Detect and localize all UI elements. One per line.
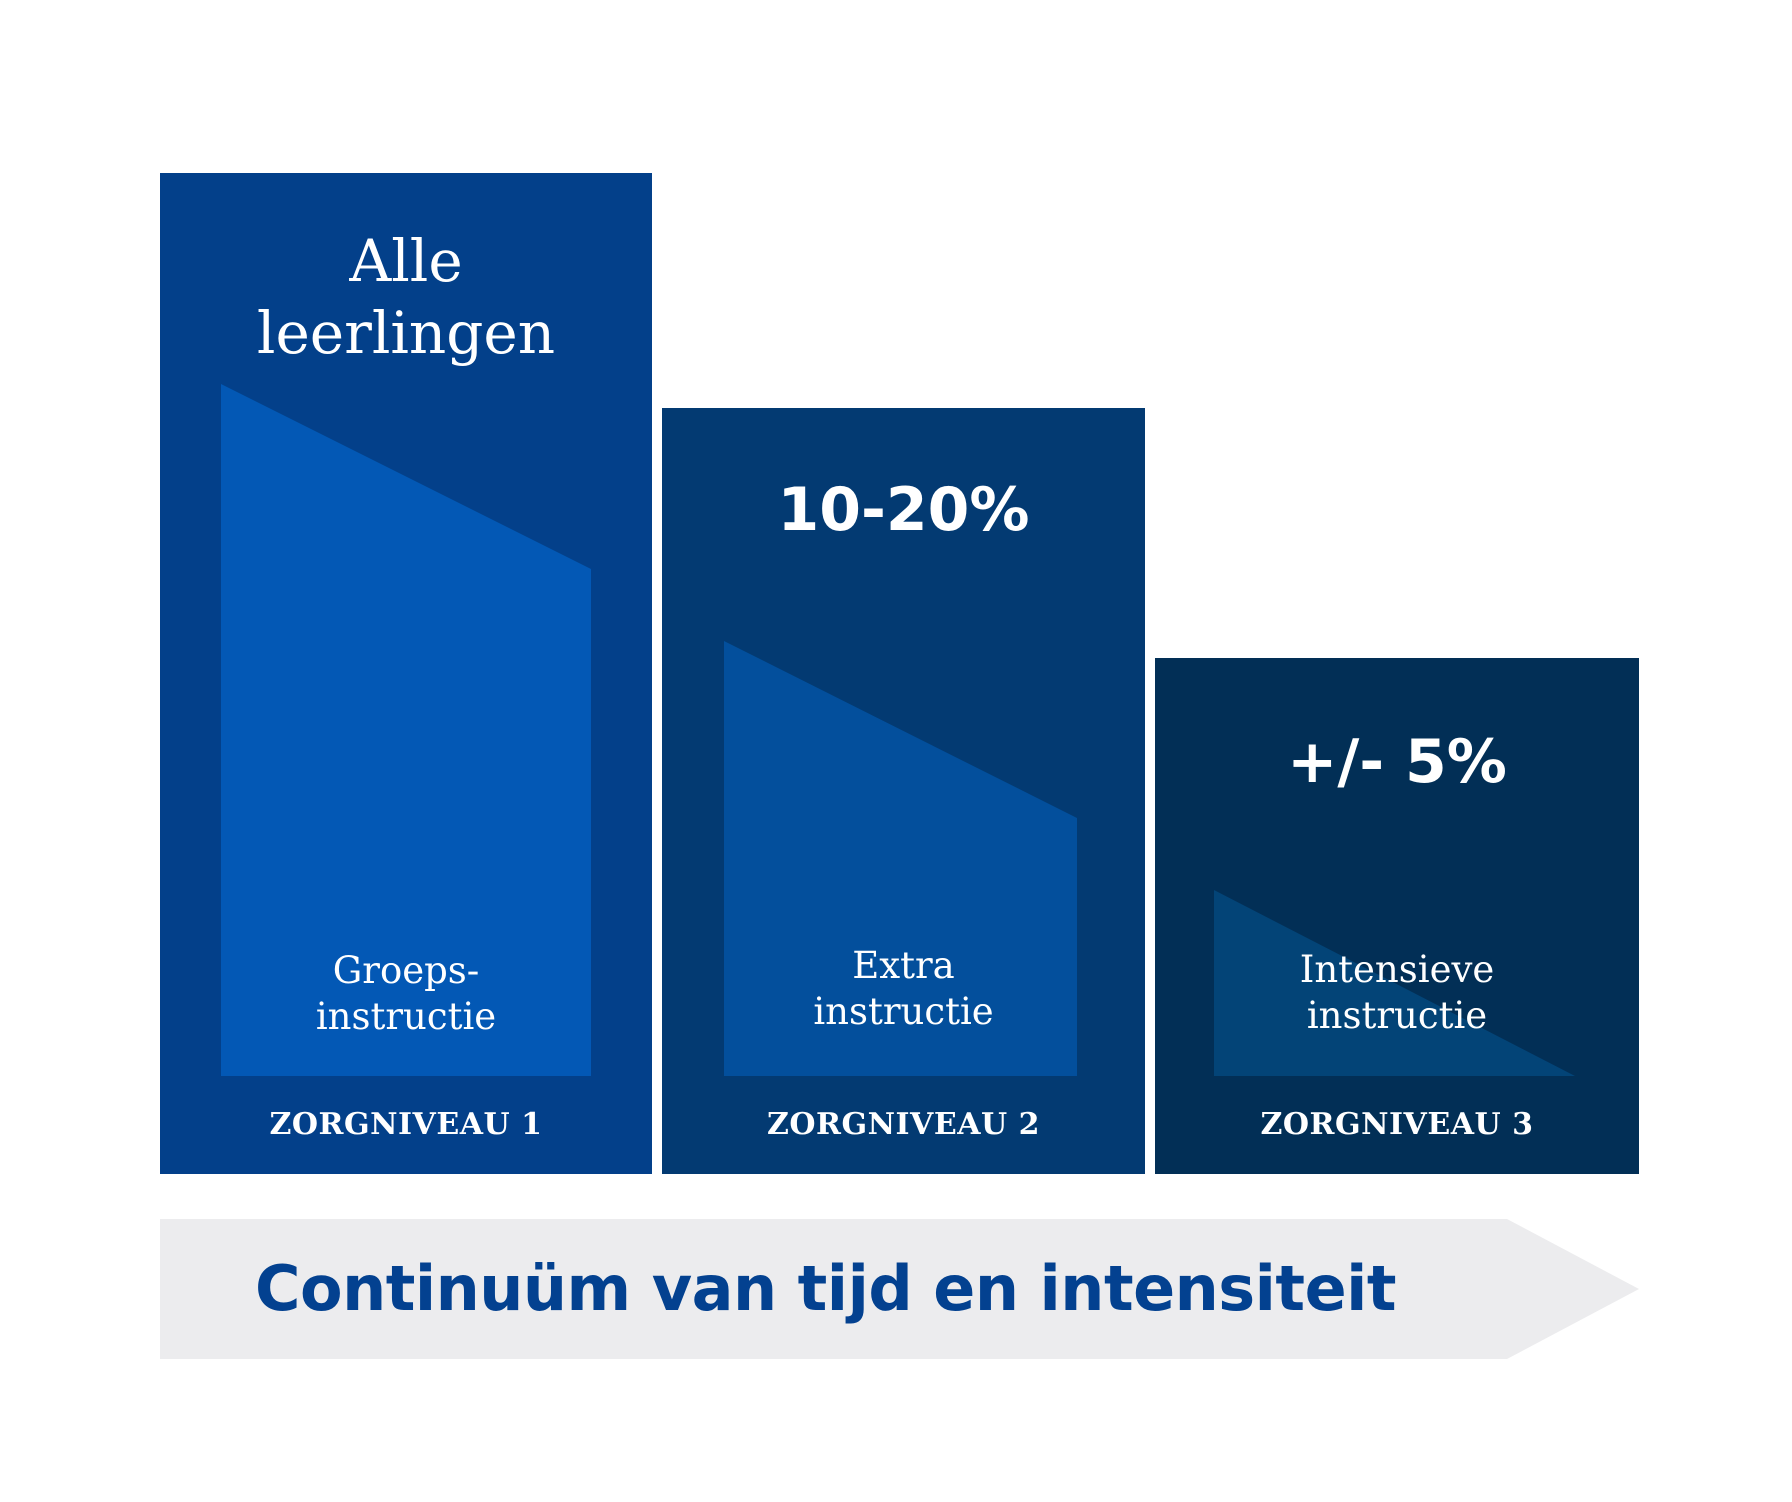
level-3-label: ZORGNIVEAU 3 bbox=[1260, 1107, 1534, 1142]
level-3-wedge-shape bbox=[1214, 890, 1575, 1076]
zorgniveau-1-block: Alle leerlingen Groeps- instructie ZORGN… bbox=[160, 173, 652, 1174]
zorgniveau-2-block: 10-20% Extra instructie ZORGNIVEAU 2 bbox=[662, 408, 1145, 1174]
level-3-instruction-line1: Intensieve bbox=[1299, 948, 1495, 991]
zorgniveau-3-block: +/- 5% Intensieve instructie ZORGNIVEAU … bbox=[1155, 658, 1639, 1174]
level-2-headline: 10-20% bbox=[777, 475, 1030, 545]
level-2-instruction: Extra instructie bbox=[662, 943, 1145, 1035]
level-1-headline: Alle leerlingen bbox=[160, 225, 652, 369]
continuum-label: Continuüm van tijd en intensiteit bbox=[254, 1252, 1397, 1325]
level-2-label: ZORGNIVEAU 2 bbox=[767, 1107, 1040, 1142]
level-1-instruction-line2: instructie bbox=[315, 995, 497, 1038]
level-2-instruction-line1: Extra bbox=[852, 944, 955, 987]
level-1-headline-line2: leerlingen bbox=[256, 299, 556, 367]
level-2-wedge-shape bbox=[724, 641, 1077, 1076]
level-1-instruction: Groeps- instructie bbox=[160, 948, 652, 1040]
level-1-headline-line1: Alle bbox=[349, 227, 463, 295]
level-1-label: ZORGNIVEAU 1 bbox=[269, 1107, 543, 1142]
level-3-instruction-line2: instructie bbox=[1306, 994, 1488, 1037]
level-3-instruction: Intensieve instructie bbox=[1155, 947, 1639, 1039]
level-1-instruction-line1: Groeps- bbox=[332, 949, 480, 992]
level-3-headline: +/- 5% bbox=[1287, 727, 1507, 797]
level-1-wedge-shape bbox=[221, 384, 591, 1076]
level-2-instruction-line2: instructie bbox=[813, 990, 994, 1033]
continuum-arrow-shape bbox=[160, 1219, 1639, 1359]
